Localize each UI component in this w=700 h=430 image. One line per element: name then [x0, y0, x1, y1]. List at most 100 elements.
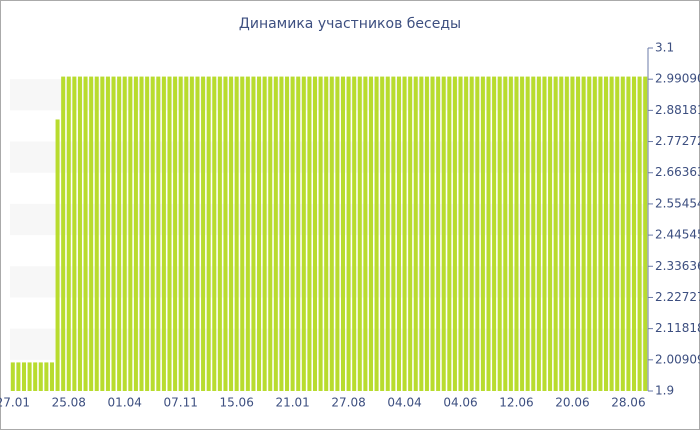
bar	[285, 76, 290, 391]
x-tick-label: 04.06	[443, 396, 477, 410]
bar	[436, 76, 441, 391]
bar	[374, 76, 379, 391]
bar	[352, 76, 357, 391]
bar	[145, 76, 150, 391]
bar	[301, 76, 306, 391]
x-tick-label: 28.06	[611, 396, 645, 410]
bar	[38, 362, 43, 391]
x-tick-label: 27.01	[0, 396, 30, 410]
bar	[55, 119, 60, 391]
x-tick-label: 25.08	[52, 396, 86, 410]
bar	[464, 76, 469, 391]
bar	[296, 76, 301, 391]
bar	[508, 76, 513, 391]
bar	[609, 76, 614, 391]
bar	[184, 76, 189, 391]
bar	[223, 76, 228, 391]
bar	[626, 76, 631, 391]
background-band	[10, 141, 648, 173]
bar	[173, 76, 178, 391]
bar	[212, 76, 217, 391]
bar	[139, 76, 144, 391]
bar	[441, 76, 446, 391]
bar	[94, 76, 99, 391]
bar	[72, 76, 77, 391]
bar	[570, 76, 575, 391]
bar	[346, 76, 351, 391]
x-tick-label: 15.06	[219, 396, 253, 410]
bar	[380, 76, 385, 391]
bar	[161, 76, 166, 391]
bar	[290, 76, 295, 391]
bar	[458, 76, 463, 391]
bar	[598, 76, 603, 391]
x-tick-label: 12.06	[499, 396, 533, 410]
bar	[514, 76, 519, 391]
y-tick-label: 2.22727	[655, 290, 700, 304]
background-band	[10, 266, 648, 298]
bar	[240, 76, 245, 391]
x-tick-label: 20.06	[555, 396, 589, 410]
chart-title: Динамика участников беседы	[239, 16, 461, 32]
bar	[201, 76, 206, 391]
background-band	[10, 79, 648, 111]
bar	[385, 76, 390, 391]
bar	[273, 76, 278, 391]
bar	[408, 76, 413, 391]
bar	[368, 76, 373, 391]
bar	[251, 76, 256, 391]
bar	[329, 76, 334, 391]
bar	[520, 76, 525, 391]
bar	[133, 76, 138, 391]
bar	[592, 76, 597, 391]
bar	[637, 76, 642, 391]
bar	[268, 76, 273, 391]
bar	[89, 76, 94, 391]
bar	[424, 76, 429, 391]
bar	[587, 76, 592, 391]
x-tick-label: 04.04	[387, 396, 421, 410]
y-tick-label: 2.11818	[655, 321, 700, 335]
x-tick-label: 27.08	[331, 396, 365, 410]
bar	[564, 76, 569, 391]
bar	[245, 76, 250, 391]
bar	[66, 76, 71, 391]
bar	[279, 76, 284, 391]
bar	[604, 76, 609, 391]
background-band	[10, 328, 648, 360]
bar	[391, 76, 396, 391]
bar	[620, 76, 625, 391]
bar	[61, 76, 66, 391]
x-tick-label: 01.04	[108, 396, 142, 410]
bar	[413, 76, 418, 391]
bar	[178, 76, 183, 391]
bar	[229, 76, 234, 391]
bar	[307, 76, 312, 391]
bar	[312, 76, 318, 391]
bar	[234, 76, 239, 391]
y-tick-label: 2.00909	[655, 352, 700, 366]
bar	[100, 76, 105, 391]
bar	[128, 76, 133, 391]
bar	[206, 76, 211, 391]
bar	[525, 76, 530, 391]
bar	[357, 76, 362, 391]
bar	[262, 76, 267, 391]
bar	[576, 76, 581, 391]
bar	[257, 76, 262, 391]
x-tick-label: 07.11	[164, 396, 198, 410]
bar	[44, 362, 49, 391]
bar	[402, 76, 407, 391]
bar	[217, 76, 222, 391]
bar	[480, 76, 485, 391]
y-tick-label: 2.88181	[655, 103, 700, 117]
bar	[643, 76, 648, 391]
bar	[469, 76, 474, 391]
bar	[33, 362, 38, 391]
bar	[156, 76, 161, 391]
x-tick-label: 21.01	[275, 396, 309, 410]
bar	[475, 76, 480, 391]
bar	[452, 76, 457, 391]
bar	[150, 76, 155, 391]
y-tick-label: 2.33636	[655, 259, 700, 273]
